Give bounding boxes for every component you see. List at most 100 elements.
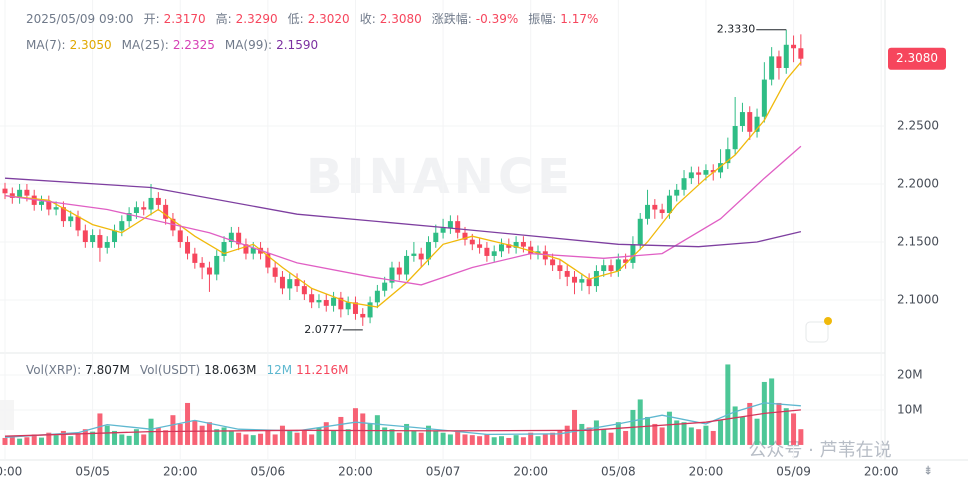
volume-bar — [206, 422, 212, 445]
candle-body — [301, 286, 307, 295]
candle-body — [564, 271, 570, 277]
v-tick-label: 20M — [897, 367, 923, 381]
volume-bar — [331, 430, 337, 445]
y-tick-label: 2.1000 — [897, 293, 939, 307]
ma-label: MA(25): — [121, 38, 169, 52]
candle-body — [630, 244, 636, 263]
candle-body — [688, 172, 694, 179]
side-toggle[interactable] — [0, 400, 14, 430]
candle-body — [272, 267, 278, 277]
last-price-tag — [888, 47, 946, 70]
candle-body — [68, 216, 74, 222]
candle-body — [498, 244, 504, 252]
candle-body — [418, 253, 424, 260]
volume-bar — [447, 434, 453, 445]
vol-ma-line — [4, 402, 801, 438]
candle-body — [82, 230, 88, 243]
volume-bar — [90, 431, 96, 445]
volume-bar — [404, 423, 410, 445]
volume-bar — [535, 436, 541, 445]
volume-bar — [82, 429, 88, 445]
volume-bar — [732, 406, 738, 445]
notes-badge — [824, 317, 832, 325]
candle-body — [316, 300, 322, 303]
y-tick-label: 2.2000 — [897, 177, 939, 191]
volume-bar — [769, 378, 775, 445]
volume-bar — [236, 432, 242, 445]
candle-body — [550, 259, 556, 266]
volume-bar — [119, 434, 125, 445]
candle-body — [294, 279, 300, 287]
notes-icon[interactable] — [805, 321, 829, 343]
x-tick-label: 20:00 — [689, 465, 724, 479]
candle-body — [90, 235, 96, 243]
volume-bar — [192, 420, 198, 445]
volume-bar — [75, 433, 81, 445]
field-label: 低: — [287, 12, 304, 26]
candle-body — [287, 279, 293, 289]
volume-bar — [520, 437, 526, 445]
candle-body — [659, 209, 665, 214]
y-tick-label: 2.2500 — [897, 118, 939, 132]
x-tick-label: 05/09 — [776, 465, 811, 479]
volume-bar — [418, 432, 424, 445]
candle-body — [528, 246, 534, 254]
volume-bar — [498, 436, 504, 445]
volume-bar — [637, 399, 643, 445]
candle-body — [462, 232, 468, 240]
vol-value: 11.216M — [296, 363, 349, 377]
ma-value: 2.1590 — [276, 38, 319, 52]
volume-bar — [214, 429, 220, 445]
candle-body — [133, 207, 139, 214]
volume-bar — [258, 433, 264, 445]
volume-bar — [389, 429, 395, 445]
volume-bar — [725, 364, 731, 445]
volume-bar — [425, 425, 431, 445]
vol-ma-line — [4, 409, 801, 437]
candle-body — [396, 267, 402, 275]
candle-body — [572, 276, 578, 283]
vol-value: 7.807M — [85, 363, 130, 377]
ma-legend: MA(7): 2.3050 MA(25): 2.2325 MA(99): 2.1590 — [26, 38, 328, 52]
candle-body — [579, 279, 585, 283]
candle-body — [754, 116, 760, 132]
volume-bar — [382, 427, 388, 445]
candle-body — [119, 221, 125, 231]
volume-bar — [572, 409, 578, 445]
candle-body — [148, 197, 154, 210]
volume-bar — [462, 434, 468, 445]
candle-body — [97, 235, 103, 248]
candle-body — [192, 253, 198, 263]
watermark: BINANCE — [306, 149, 574, 205]
candle-body — [331, 297, 337, 306]
volume-bar — [645, 416, 651, 445]
candle-body — [360, 313, 366, 318]
candle-body — [236, 232, 242, 245]
volume-bar — [221, 427, 227, 445]
volume-bar — [360, 413, 366, 445]
volume-legend: Vol(XRP): 7.807M Vol(USDT) 18.063M 12M 11.216… — [26, 363, 358, 377]
candle-body — [31, 195, 37, 205]
candle-body — [75, 216, 81, 231]
volume-bar — [396, 432, 402, 445]
volume-bar — [681, 422, 687, 445]
volume-bar — [564, 425, 570, 445]
candle-body — [374, 290, 380, 303]
candle-body — [776, 56, 782, 68]
volume-bar — [301, 430, 307, 445]
volume-bar — [440, 432, 446, 445]
vol-label: Vol(XRP): — [26, 363, 82, 377]
volume-bar — [666, 411, 672, 445]
x-tick-label: 20:00 — [513, 465, 548, 479]
volume-bar — [739, 416, 745, 445]
candle-body — [791, 44, 797, 49]
volume-bar — [31, 434, 37, 445]
vol-label: 12M — [266, 363, 293, 377]
candle-body — [265, 253, 271, 268]
volume-bar — [513, 435, 519, 445]
candle-body — [389, 267, 395, 283]
scale-button[interactable]: ⇟ — [923, 464, 933, 478]
candle-body — [141, 207, 147, 210]
field-value: 1.17% — [560, 12, 599, 26]
